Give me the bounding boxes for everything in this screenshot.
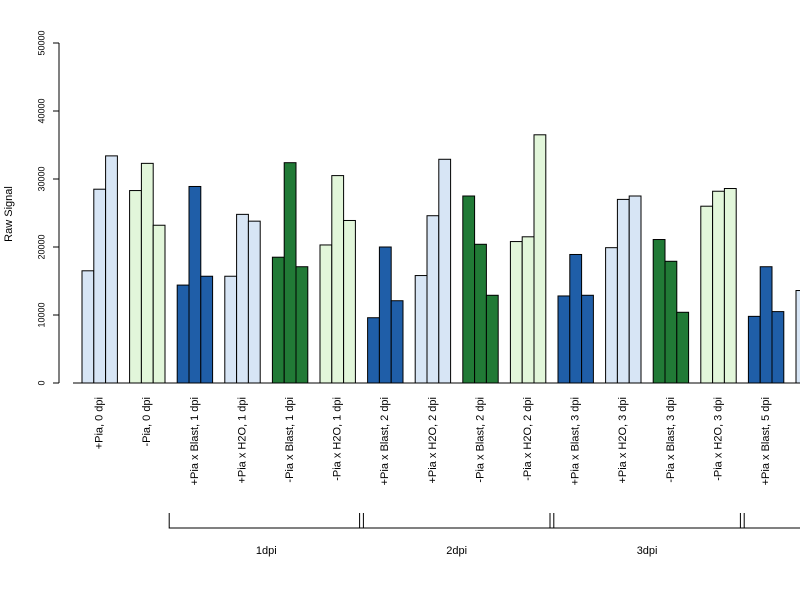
bar	[176, 284, 190, 384]
x-tick-label: -Pia x Blast, 1 dpi	[284, 397, 296, 483]
x-tick-label: -Pia x H2O, 2 dpi	[522, 397, 534, 481]
bar	[200, 275, 214, 384]
bar	[283, 162, 297, 384]
bar	[616, 198, 630, 384]
bar	[747, 315, 761, 384]
bar	[378, 246, 392, 384]
x-tick-label: +Pia x Blast, 3 dpi	[570, 397, 582, 485]
bar	[795, 290, 800, 384]
bar	[664, 260, 678, 384]
bar	[271, 256, 285, 384]
x-tick-label: +Pia x H2O, 1 dpi	[236, 397, 248, 484]
bar	[224, 275, 238, 384]
y-tick-label: 40000	[36, 98, 46, 123]
x-tick-labels: +Pia, 0 dpi -Pia, 0 dpi +Pia x Blast, 1 dp…	[94, 397, 772, 485]
bar	[81, 270, 95, 384]
bar	[462, 195, 476, 384]
bar	[367, 317, 380, 384]
bar	[331, 175, 345, 384]
x-tick-label: +Pia x Blast, 2 dpi	[379, 397, 391, 485]
x-tick-label: +Pia x H2O, 2 dpi	[427, 397, 439, 484]
y-axis-label: Raw Signal	[3, 186, 15, 242]
bar	[652, 239, 666, 384]
bar	[129, 190, 142, 384]
bar	[105, 155, 118, 384]
dpi-bracket-label: 2dpi	[446, 545, 467, 557]
y-tick-label: 0	[36, 380, 46, 385]
bar	[295, 266, 309, 384]
y-tick-label: 10000	[36, 302, 46, 327]
x-tick-label: -Pia x H2O, 3 dpi	[712, 397, 724, 481]
bar	[485, 294, 499, 384]
bar	[93, 188, 107, 384]
bar	[188, 185, 202, 384]
y-axis: 0 10000 20000 30000 40000 50000	[36, 30, 60, 386]
dpi-bracket	[359, 513, 555, 529]
x-tick-label: +Pia x Blast, 1 dpi	[189, 397, 201, 485]
dpi-bracket	[549, 513, 745, 529]
bar	[319, 244, 333, 384]
x-tick-label: -Pia, 0 dpi	[141, 397, 153, 447]
bar	[390, 300, 404, 384]
x-tick-label: +Pia, 0 dpi	[94, 397, 106, 449]
bar	[700, 205, 714, 384]
bar	[723, 188, 737, 384]
x-tick-label: -Pia x Blast, 2 dpi	[474, 397, 486, 483]
bar	[712, 190, 725, 384]
x-tick-label: -Pia x H2O, 1 dpi	[332, 397, 344, 481]
bar	[438, 158, 452, 384]
bar	[759, 266, 773, 384]
bar	[247, 220, 261, 384]
x-tick-label: +Pia x H2O, 3 dpi	[617, 397, 629, 484]
bar	[236, 213, 249, 384]
x-tick-label: -Pia x Blast, 3 dpi	[665, 397, 677, 483]
bar	[628, 195, 642, 384]
bar	[414, 275, 428, 384]
y-tick-label: 20000	[36, 234, 46, 259]
y-tick-label: 50000	[36, 30, 46, 55]
y-tick-label: 30000	[36, 166, 46, 191]
bar	[605, 247, 618, 384]
dpi-bracket	[739, 513, 800, 529]
bar	[474, 243, 487, 384]
bar	[521, 236, 535, 384]
bar	[426, 215, 440, 384]
dpi-bracket	[168, 513, 364, 529]
bar	[533, 134, 547, 384]
bar	[569, 253, 583, 384]
bar	[140, 162, 154, 384]
bar	[509, 241, 523, 384]
bars	[81, 134, 800, 384]
dpi-bracket-label: 3dpi	[637, 545, 658, 557]
x-tick-label: +Pia x Blast, 5 dpi	[760, 397, 772, 485]
bar	[676, 311, 690, 384]
dpi-brackets: 1dpi2dpi3dpi5dpi	[168, 513, 800, 557]
bar	[343, 219, 356, 384]
bar	[581, 294, 594, 384]
dpi-bracket-label: 1dpi	[256, 545, 277, 557]
bar	[771, 311, 785, 384]
bar	[152, 224, 166, 384]
bar	[557, 295, 571, 384]
